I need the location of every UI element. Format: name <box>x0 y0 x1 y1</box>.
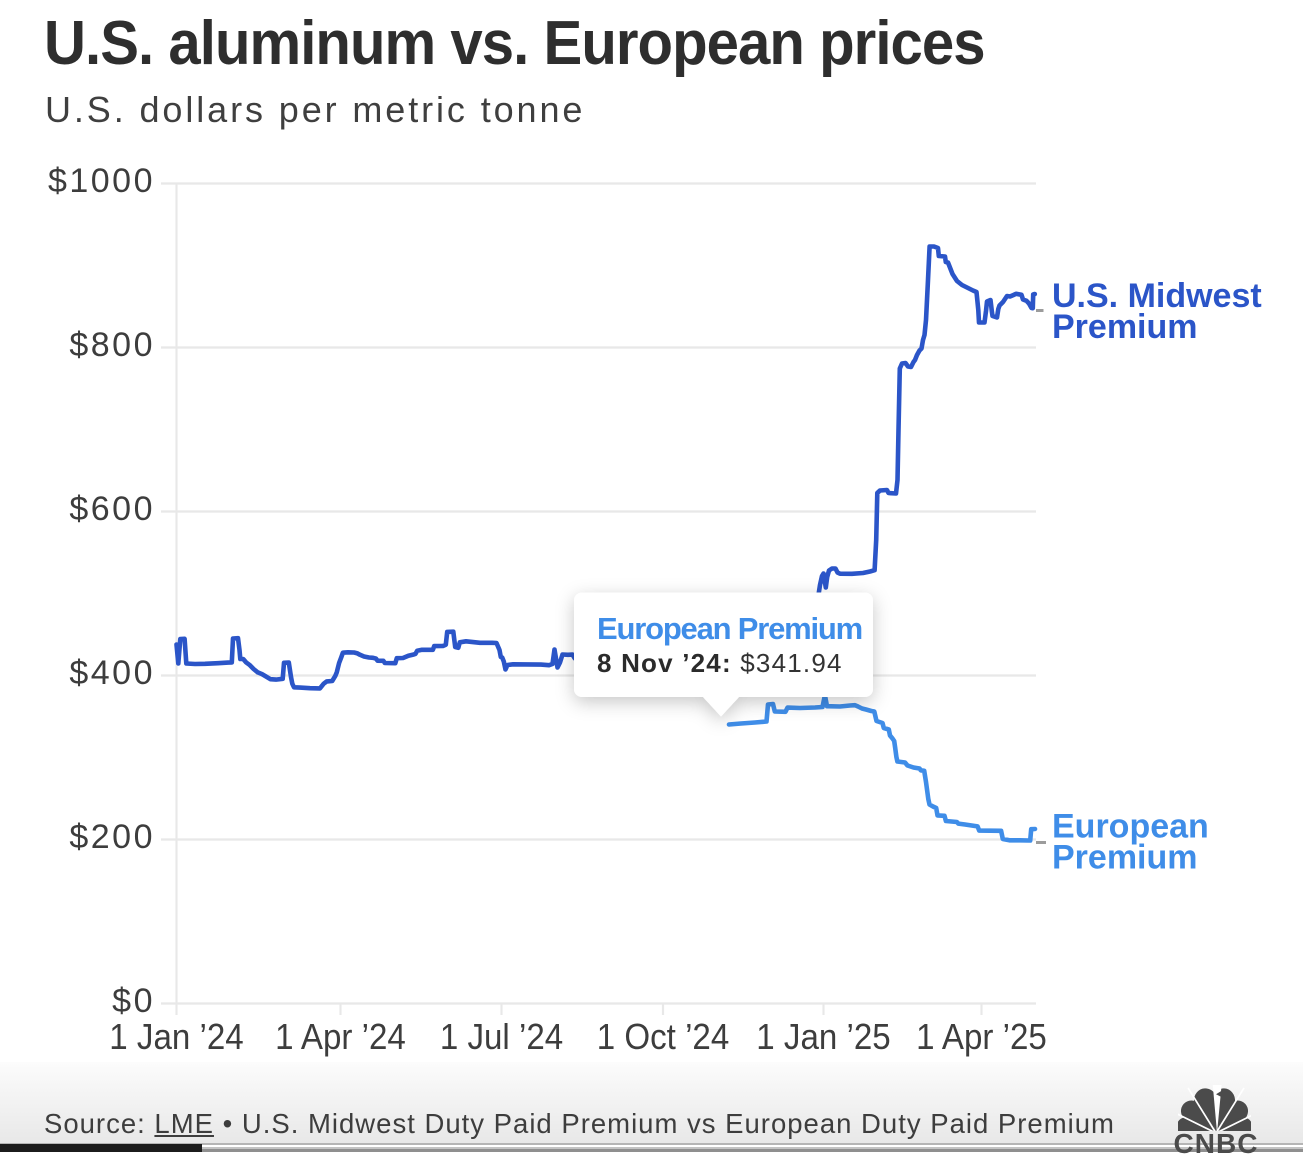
svg-text:1 Apr ’24: 1 Apr ’24 <box>275 1018 406 1058</box>
svg-text:$0: $0 <box>112 982 155 1020</box>
svg-text:$200: $200 <box>69 818 155 856</box>
svg-text:$600: $600 <box>69 490 155 528</box>
svg-text:1 Jan ’24: 1 Jan ’24 <box>109 1018 243 1058</box>
svg-text:Premium: Premium <box>1052 839 1198 877</box>
svg-text:$1000: $1000 <box>48 162 155 200</box>
svg-text:8 Nov ’24: $341.94: 8 Nov ’24: $341.94 <box>597 648 843 678</box>
svg-text:$800: $800 <box>69 326 155 364</box>
svg-text:1 Apr ’25: 1 Apr ’25 <box>916 1018 1047 1058</box>
svg-text:Premium: Premium <box>1052 308 1198 346</box>
svg-text:1 Jul ’24: 1 Jul ’24 <box>440 1018 563 1058</box>
svg-text:$400: $400 <box>69 654 155 692</box>
svg-text:European Premium: European Premium <box>597 611 862 646</box>
svg-text:1 Jan ’25: 1 Jan ’25 <box>756 1018 890 1058</box>
svg-text:1 Oct ’24: 1 Oct ’24 <box>597 1018 730 1058</box>
svg-text:European: European <box>1052 808 1209 846</box>
svg-text:U.S. Midwest: U.S. Midwest <box>1052 277 1262 315</box>
